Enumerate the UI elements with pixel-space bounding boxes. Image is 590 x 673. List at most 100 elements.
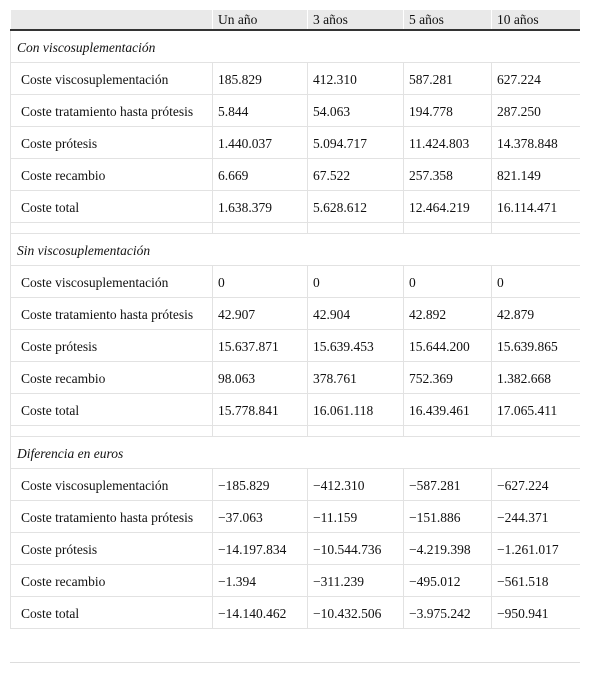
header-cell: 5 años — [403, 10, 492, 31]
section-title: Con viscosuplementación — [10, 29, 580, 63]
value-cell: −151.886 — [403, 500, 492, 533]
data-row: Coste tratamiento hasta prótesis 42.907 42… — [10, 297, 580, 330]
value-cell: −1.261.017 — [491, 532, 580, 565]
value-cell: −627.224 — [491, 468, 580, 501]
spacer-row — [10, 425, 580, 437]
value-cell: −14.140.462 — [212, 596, 308, 629]
section-title: Diferencia en euros — [10, 436, 580, 469]
value-cell: −412.310 — [307, 468, 404, 501]
section-row: Con viscosuplementación — [10, 29, 580, 63]
spacer-row — [10, 222, 580, 234]
value-cell: 14.378.848 — [491, 126, 580, 159]
data-row: Coste recambio 98.063 378.761 752.369 1.382.… — [10, 361, 580, 394]
value-cell: 0 — [212, 265, 308, 298]
value-cell: −311.239 — [307, 564, 404, 597]
row-label: Coste prótesis — [10, 329, 213, 362]
value-cell: 194.778 — [403, 94, 492, 127]
value-cell: 1.440.037 — [212, 126, 308, 159]
value-cell: −10.432.506 — [307, 596, 404, 629]
data-row: Coste total 15.778.841 16.061.118 16.439.46… — [10, 393, 580, 426]
spacer-cell — [491, 425, 580, 437]
row-label: Coste total — [10, 190, 213, 223]
row-label: Coste tratamiento hasta prótesis — [10, 500, 213, 533]
row-label: Coste recambio — [10, 361, 213, 394]
data-row: Coste tratamiento hasta prótesis −37.063−… — [10, 500, 580, 533]
value-cell: −11.159 — [307, 500, 404, 533]
value-cell: 5.844 — [212, 94, 308, 127]
row-label: Coste tratamiento hasta prótesis — [10, 94, 213, 127]
table-container: Un año 3 años 5 años 10 años Con viscosuple… — [10, 10, 580, 663]
value-cell: −1.394 — [212, 564, 308, 597]
value-cell: −587.281 — [403, 468, 492, 501]
value-cell: 17.065.411 — [491, 393, 580, 426]
data-row: Coste total −14.140.462 −10.432.506 −3.975.… — [10, 596, 580, 629]
row-label: Coste tratamiento hasta prótesis — [10, 297, 213, 330]
value-cell: 752.369 — [403, 361, 492, 394]
row-label: Coste prótesis — [10, 532, 213, 565]
spacer-cell — [10, 222, 213, 234]
table-body: Con viscosuplementación Coste viscosuplem… — [10, 29, 580, 629]
value-cell: 16.114.471 — [491, 190, 580, 223]
section-title: Sin viscosuplementación — [10, 233, 580, 266]
value-cell: 15.639.865 — [491, 329, 580, 362]
value-cell: 12.464.219 — [403, 190, 492, 223]
spacer-cell — [403, 425, 492, 437]
data-row: Coste viscosuplementación −185.829 −412.31… — [10, 468, 580, 501]
spacer-cell — [212, 222, 308, 234]
spacer-cell — [10, 425, 213, 437]
value-cell: 15.644.200 — [403, 329, 492, 362]
data-row: Coste viscosuplementación 185.829 412.310 5… — [10, 62, 580, 95]
spacer-cell — [212, 425, 308, 437]
value-cell: 15.637.871 — [212, 329, 308, 362]
value-cell: 287.250 — [491, 94, 580, 127]
value-cell: 98.063 — [212, 361, 308, 394]
value-cell: 821.149 — [491, 158, 580, 191]
value-cell: 627.224 — [491, 62, 580, 95]
value-cell: 15.639.453 — [307, 329, 404, 362]
value-cell: −244.371 — [491, 500, 580, 533]
value-cell: 5.094.717 — [307, 126, 404, 159]
value-cell: 185.829 — [212, 62, 308, 95]
section-row: Sin viscosuplementación — [10, 233, 580, 266]
value-cell: 1.638.379 — [212, 190, 308, 223]
header-cell: Un año — [212, 10, 308, 31]
row-label: Coste recambio — [10, 158, 213, 191]
data-row: Coste total 1.638.379 5.628.612 12.464.219 1… — [10, 190, 580, 223]
value-cell: 587.281 — [403, 62, 492, 95]
data-row: Coste prótesis 15.637.871 15.639.453 15.644… — [10, 329, 580, 362]
value-cell: −14.197.834 — [212, 532, 308, 565]
spacer-cell — [403, 222, 492, 234]
spacer-cell — [491, 222, 580, 234]
value-cell: −561.518 — [491, 564, 580, 597]
value-cell: 16.439.461 — [403, 393, 492, 426]
value-cell: −950.941 — [491, 596, 580, 629]
value-cell: 5.628.612 — [307, 190, 404, 223]
value-cell: 67.522 — [307, 158, 404, 191]
data-row: Coste viscosuplementación 0 0 0 0 — [10, 265, 580, 298]
value-cell: −10.544.736 — [307, 532, 404, 565]
row-label: Coste viscosuplementación — [10, 265, 213, 298]
row-label: Coste recambio — [10, 564, 213, 597]
value-cell: −4.219.398 — [403, 532, 492, 565]
header-cell — [10, 10, 213, 31]
value-cell: 11.424.803 — [403, 126, 492, 159]
header-cell: 3 años — [307, 10, 404, 31]
row-label: Coste prótesis — [10, 126, 213, 159]
data-row: Coste recambio 6.669 67.522 257.358 821.149 — [10, 158, 580, 191]
value-cell: 0 — [307, 265, 404, 298]
row-label: Coste viscosuplementación — [10, 468, 213, 501]
value-cell: 257.358 — [403, 158, 492, 191]
value-cell: −185.829 — [212, 468, 308, 501]
value-cell: 6.669 — [212, 158, 308, 191]
header-cell: 10 años — [491, 10, 580, 31]
data-row: Coste prótesis 1.440.037 5.094.717 11.424.8… — [10, 126, 580, 159]
value-cell: −3.975.242 — [403, 596, 492, 629]
value-cell: 412.310 — [307, 62, 404, 95]
data-row: Coste tratamiento hasta prótesis 5.844 54.… — [10, 94, 580, 127]
value-cell: 42.904 — [307, 297, 404, 330]
value-cell: 0 — [403, 265, 492, 298]
row-label: Coste total — [10, 596, 213, 629]
row-label: Coste total — [10, 393, 213, 426]
value-cell: 0 — [491, 265, 580, 298]
